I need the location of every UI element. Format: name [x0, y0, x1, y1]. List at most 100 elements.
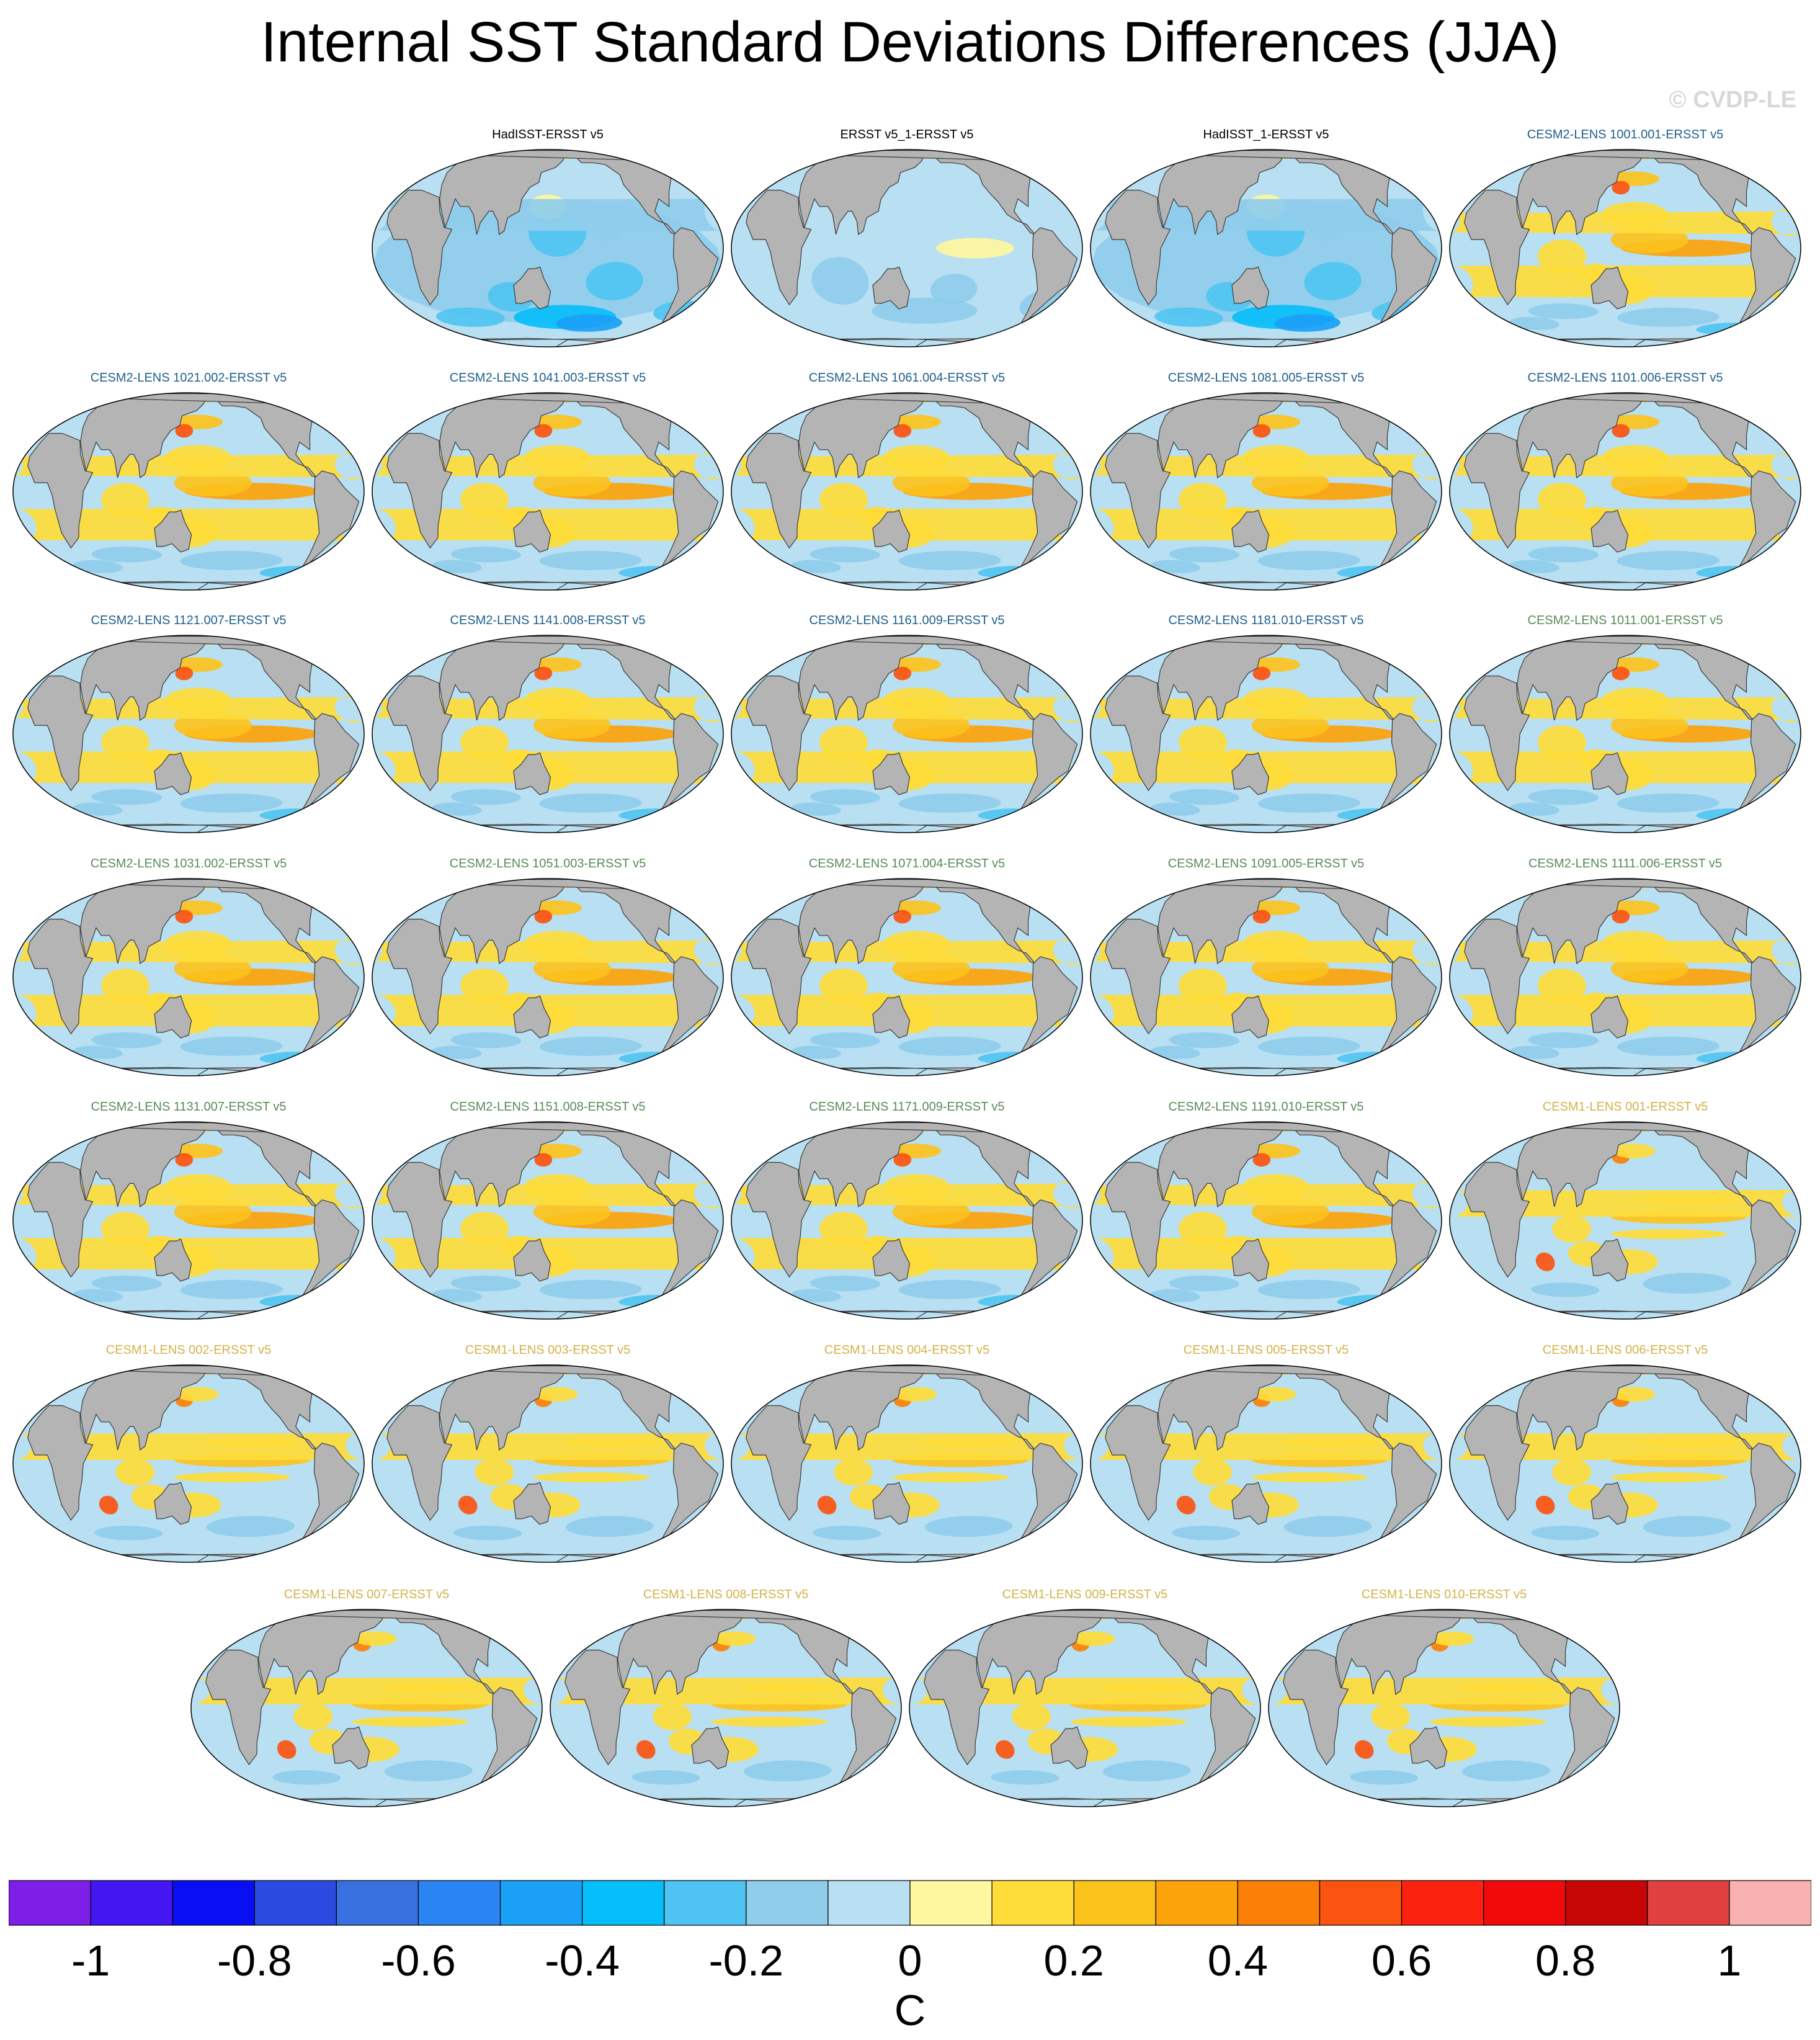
anomaly-region: [1096, 994, 1441, 1027]
anomaly-region: [460, 969, 509, 1003]
sst-difference-map: [1449, 878, 1801, 1076]
map-panel: CESM1-LENS 010-ERSST v5: [1265, 1587, 1623, 1810]
anomaly-region: [539, 1279, 642, 1299]
anomaly-region: [272, 1770, 341, 1785]
anomaly-region: [19, 508, 364, 541]
anomaly-region: [1531, 1526, 1600, 1541]
anomaly-region: [431, 1289, 482, 1302]
anomaly-region: [734, 452, 1081, 480]
colorbar-units: C: [894, 1986, 926, 2034]
anomaly-region: [995, 1740, 1015, 1759]
anomaly-region: [1537, 969, 1587, 1003]
anomaly-region: [534, 1153, 553, 1167]
land-asia_europe: [798, 151, 925, 235]
land-africa: [1105, 918, 1171, 1035]
anomaly-region: [375, 938, 722, 965]
anomaly-region: [539, 550, 642, 570]
anomaly-region: [893, 666, 912, 681]
map-panel: CESM1-LENS 003-ERSST v5: [368, 1343, 727, 1566]
land-asia_europe: [798, 1124, 925, 1207]
land-south_america: [1379, 227, 1437, 327]
anomaly-region: [819, 483, 868, 517]
anomaly-region: [1274, 314, 1340, 332]
anomaly-region: [1094, 938, 1440, 965]
map-panel: CESM2-LENS 1061.004-ERSST v5: [728, 370, 1086, 594]
anomaly-region: [91, 1275, 163, 1292]
land-australia: [154, 1238, 192, 1282]
anomaly-region: [534, 666, 553, 681]
map-border: [1268, 1609, 1620, 1807]
land-south_america: [1557, 1687, 1615, 1787]
anomaly-region: [813, 1526, 881, 1541]
anomaly-region: [475, 1458, 514, 1486]
anomaly-region: [115, 1458, 155, 1486]
colorbar-tick-label: 0: [898, 1936, 922, 1985]
sst-difference-map: [190, 1609, 543, 1807]
map-panel: HadISST-ERSST v5: [368, 127, 727, 351]
anomaly-region: [924, 1516, 1013, 1537]
map-panel: CESM2-LENS 1111.006-ERSST v5: [1446, 856, 1804, 1080]
land-asia_europe: [1517, 637, 1643, 721]
land-australia: [513, 752, 551, 795]
anomaly-region: [914, 1677, 1260, 1705]
anomaly-region: [713, 1631, 756, 1646]
colorbar-segment: [1483, 1880, 1566, 1926]
map-border: [12, 878, 365, 1076]
anomaly-region: [450, 1032, 522, 1049]
anomaly-region: [1552, 1215, 1592, 1243]
anomaly-region: [1102, 1760, 1191, 1782]
sst-difference-map: [1449, 149, 1801, 347]
anomaly-region: [1454, 1433, 1801, 1461]
panel-title: CESM1-LENS 006-ERSST v5: [1542, 1343, 1708, 1357]
anomaly-region: [1531, 1282, 1600, 1297]
anomaly-region: [450, 789, 522, 805]
anomaly-region: [539, 1036, 642, 1056]
map-panel: CESM2-LENS 1011.001-ERSST v5: [1446, 613, 1804, 836]
land-south_america: [1020, 956, 1078, 1056]
anomaly-region: [539, 793, 642, 813]
anomaly-region: [1612, 181, 1630, 195]
anomaly-region: [91, 1032, 163, 1049]
panel-title: CESM2-LENS 1141.008-ERSST v5: [450, 614, 646, 627]
anomaly-region: [1095, 1433, 1442, 1461]
land-south_america: [1379, 470, 1437, 570]
colorbar-tick-label: 1: [1717, 1936, 1742, 1985]
anomaly-region: [1610, 1472, 1728, 1483]
anomaly-region: [431, 560, 482, 573]
land-asia_europe: [617, 1611, 744, 1695]
anomaly-region: [72, 802, 123, 816]
land-africa: [1464, 675, 1530, 792]
colorbar-segment: [1401, 1880, 1484, 1926]
panel-title: HadISST-ERSST v5: [492, 128, 604, 141]
land-south_america: [1020, 713, 1078, 813]
anomaly-region: [1149, 1289, 1200, 1302]
anomaly-region: [1610, 1228, 1728, 1240]
anomaly-region: [1178, 1212, 1228, 1246]
anomaly-region: [898, 1279, 1001, 1299]
land-south_america: [301, 470, 360, 570]
anomaly-region: [737, 1237, 1082, 1270]
anomaly-region: [556, 314, 622, 332]
panel-title: CESM2-LENS 1021.002-ERSST v5: [90, 371, 287, 385]
anomaly-region: [1612, 1387, 1656, 1402]
land-africa: [746, 189, 812, 306]
anomaly-region: [175, 1153, 194, 1167]
land-south_america: [661, 1199, 719, 1299]
anomaly-region: [790, 1289, 841, 1302]
anomaly-region: [354, 1631, 397, 1646]
anomaly-region: [175, 910, 194, 924]
anomaly-region: [175, 666, 194, 681]
land-australia: [1590, 509, 1629, 553]
map-panel: CESM1-LENS 008-ERSST v5: [546, 1587, 905, 1810]
land-asia_europe: [1158, 1124, 1284, 1207]
panel-title: CESM2-LENS 1161.009-ERSST v5: [809, 614, 1005, 627]
anomaly-region: [1612, 910, 1630, 924]
anomaly-region: [810, 546, 881, 563]
panel-title: CESM2-LENS 1131.007-ERSST v5: [91, 1100, 287, 1114]
land-australia: [872, 266, 911, 310]
map-panel: CESM2-LENS 1141.008-ERSST v5: [368, 613, 727, 836]
panel-title: CESM2-LENS 1071.004-ERSST v5: [808, 857, 1006, 870]
sst-difference-map: [372, 635, 724, 833]
sst-difference-map: [12, 1364, 365, 1563]
anomaly-region: [936, 238, 1014, 259]
